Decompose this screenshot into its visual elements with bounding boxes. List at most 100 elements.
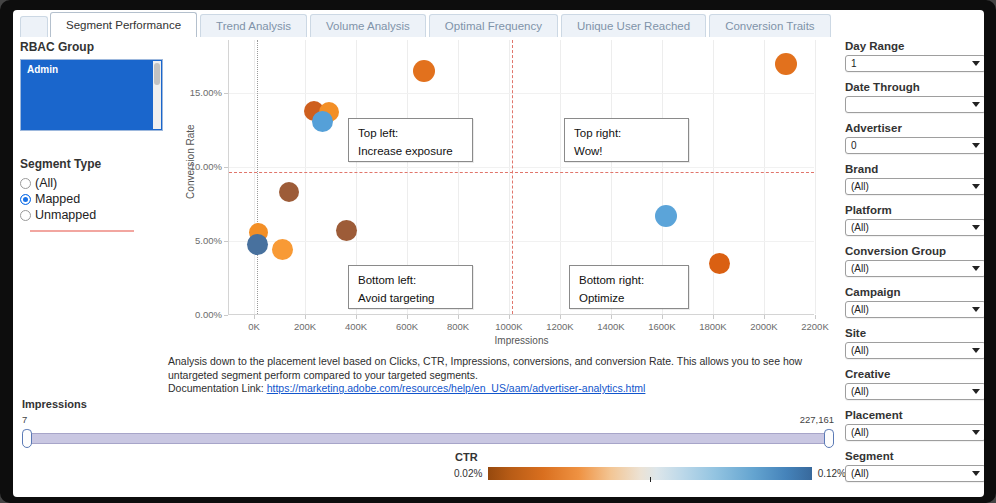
ctr-max-value: 0.12% <box>818 468 846 479</box>
chevron-down-icon <box>972 307 980 312</box>
data-point[interactable] <box>312 111 333 132</box>
filter-advertiser: Advertiser0 <box>845 122 984 154</box>
filter-creative: Creative (All) <box>845 368 984 400</box>
filter-panel: Day Range1Date ThroughAdvertiser0Brand(A… <box>845 40 984 491</box>
filter-label: Conversion Group <box>845 245 984 257</box>
impressions-max-value: 227,161 <box>800 414 834 425</box>
impressions-min-value: 7 <box>22 414 27 425</box>
x-tick-mark <box>356 315 357 319</box>
impressions-filter-label: Impressions <box>22 398 834 410</box>
data-point[interactable] <box>336 220 357 241</box>
tab-trend-analysis[interactable]: Trend Analysis <box>200 14 307 37</box>
x-tick-label: 1400K <box>586 321 636 332</box>
filter-dropdown-conversion-group[interactable]: (All) <box>845 260 984 277</box>
impressions-scale: 7 227,161 <box>22 414 834 425</box>
annotation-line: Bottom right: <box>579 272 679 290</box>
filter-dropdown-campaign[interactable]: (All) <box>845 301 984 318</box>
filter-label: Date Through <box>845 81 984 93</box>
filter-dropdown-day-range[interactable]: 1 <box>845 55 984 72</box>
filter-label: Platform <box>845 204 984 216</box>
tab-conversion-traits[interactable]: Conversion Traits <box>709 14 830 37</box>
filter-dropdown-platform[interactable]: (All) <box>845 219 984 236</box>
annotation-line: Wow! <box>574 143 679 161</box>
x-tick-mark <box>764 315 765 319</box>
filter-dropdown-site[interactable]: (All) <box>845 342 984 359</box>
filter-campaign: Campaign(All) <box>845 286 984 318</box>
documentation-link[interactable]: https://marketing.adobe.com/resources/he… <box>267 382 646 394</box>
x-tick-mark <box>815 315 816 319</box>
gridline-vertical <box>560 40 561 314</box>
filter-brand: Brand(All) <box>845 163 984 195</box>
x-tick-label: 1200K <box>535 321 585 332</box>
radio-label: Mapped <box>35 192 80 206</box>
tab-volume-analysis[interactable]: Volume Analysis <box>310 14 426 37</box>
filter-dropdown-date-through[interactable] <box>845 96 984 113</box>
radio-label: Unmapped <box>35 208 96 222</box>
filter-date-through: Date Through <box>845 81 984 113</box>
data-point[interactable] <box>413 60 435 82</box>
data-point[interactable] <box>247 234 268 255</box>
ctr-gradient-bar[interactable] <box>488 467 811 480</box>
chevron-down-icon <box>972 266 980 271</box>
slider-handle-min[interactable] <box>22 429 32 448</box>
annotation-line: Top left: <box>358 125 463 143</box>
slider-handle-max[interactable] <box>824 429 834 448</box>
tab-bar: Segment PerformanceTrend AnalysisVolume … <box>20 12 834 37</box>
filter-segment: Segment (All) <box>845 450 984 482</box>
radio-mapped[interactable]: Mapped <box>20 192 170 206</box>
filter-label: Creative <box>845 368 984 380</box>
divider <box>30 230 134 232</box>
y-tick-label: 10.00% <box>174 161 222 172</box>
annotation-bottom-left: Bottom left: Avoid targeting <box>348 265 473 309</box>
y-tick-mark <box>224 93 228 94</box>
reference-line-gray <box>257 40 258 314</box>
radio-unmapped[interactable]: Unmapped <box>20 208 170 222</box>
filter-dropdown-placement[interactable]: (All) <box>845 424 984 441</box>
rbac-scrollbar-thumb[interactable] <box>154 63 160 85</box>
annotation-line: Bottom left: <box>358 272 463 290</box>
chart-description: Analysis down to the placement level bas… <box>168 355 830 396</box>
x-tick-label: 1800K <box>688 321 738 332</box>
data-point[interactable] <box>272 239 293 260</box>
annotation-bottom-right: Bottom right: Optimize <box>569 265 689 309</box>
radio-all[interactable]: (All) <box>20 176 170 190</box>
x-tick-label: 0K <box>229 321 279 332</box>
x-tick-label: 400K <box>331 321 381 332</box>
tab-optimal-frequency[interactable]: Optimal Frequency <box>429 14 558 37</box>
tab-unique-user-reached[interactable]: Unique User Reached <box>561 14 706 37</box>
chevron-down-icon <box>972 61 980 66</box>
chevron-down-icon <box>972 184 980 189</box>
x-tick-mark <box>305 315 306 319</box>
ctr-min-value: 0.02% <box>454 468 482 479</box>
gridline-horizontal <box>229 167 814 168</box>
data-point[interactable] <box>775 53 797 75</box>
radio-button-icon[interactable] <box>20 210 31 221</box>
rbac-group-listbox[interactable]: Admin <box>20 59 163 131</box>
filter-dropdown-segment[interactable]: (All) <box>845 465 984 482</box>
gridline-vertical <box>254 40 255 314</box>
y-tick-mark <box>224 167 228 168</box>
filter-dropdown-advertiser[interactable]: 0 <box>845 137 984 154</box>
tab-segment-performance[interactable]: Segment Performance <box>50 12 197 37</box>
filter-placement: Placement (All) <box>845 409 984 441</box>
ctr-gradient-row: 0.02% 0.12% <box>454 467 846 480</box>
chevron-down-icon <box>972 471 980 476</box>
gridline-vertical <box>509 40 510 314</box>
impressions-filter: Impressions 7 227,161 <box>22 398 834 448</box>
x-tick-mark <box>509 315 510 319</box>
filter-label: Segment <box>845 450 984 462</box>
filter-dropdown-brand[interactable]: (All) <box>845 178 984 195</box>
data-point[interactable] <box>279 182 299 202</box>
data-point[interactable] <box>709 253 730 274</box>
gridline-vertical <box>764 40 765 314</box>
rbac-selected-item[interactable]: Admin <box>21 60 162 79</box>
impressions-slider <box>22 428 834 448</box>
data-point[interactable] <box>655 205 677 227</box>
filter-dropdown-creative[interactable]: (All) <box>845 383 984 400</box>
radio-button-icon[interactable] <box>20 194 31 205</box>
slider-track[interactable] <box>25 433 831 444</box>
radio-button-icon[interactable] <box>20 178 31 189</box>
filter-label: Placement <box>845 409 984 421</box>
x-tick-label: 2200K <box>790 321 840 332</box>
rbac-scrollbar[interactable] <box>153 61 161 129</box>
